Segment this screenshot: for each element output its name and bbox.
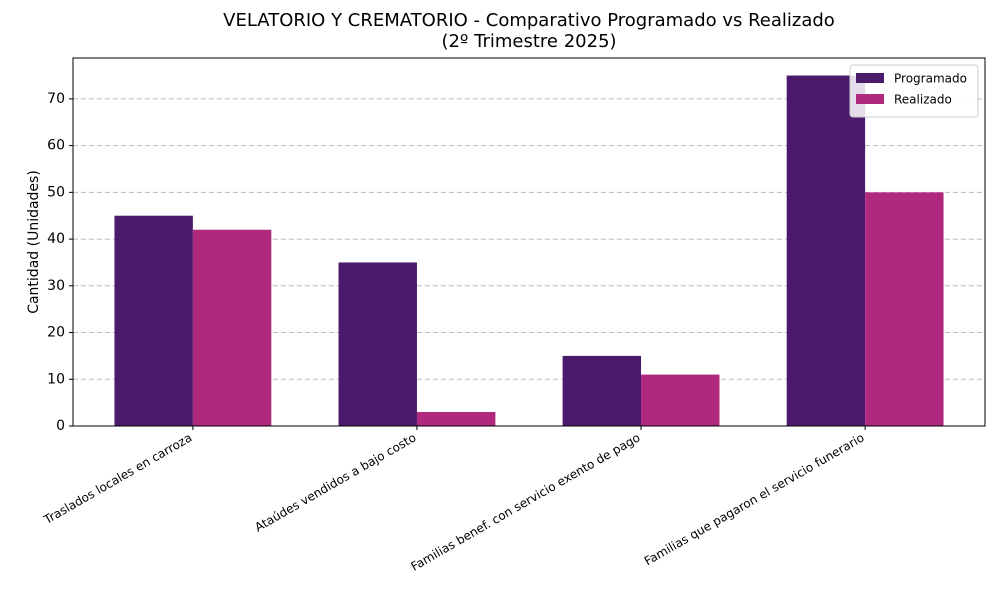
legend-label: Realizado <box>894 93 952 107</box>
bar <box>641 374 720 426</box>
bar <box>114 215 193 426</box>
y-tick-label: 0 <box>56 418 65 434</box>
x-tick-label: Traslados locales en carroza <box>41 430 195 527</box>
y-tick-label: 10 <box>47 371 65 387</box>
y-tick-label: 60 <box>47 138 65 154</box>
bar <box>338 262 417 426</box>
y-tick-label: 30 <box>47 278 65 294</box>
x-tick-label: Familias benef. con servicio exento de p… <box>408 430 642 573</box>
legend-label: Programado <box>894 72 967 86</box>
x-tick-label: Ataúdes vendidos a bajo costo <box>252 430 418 534</box>
legend-swatch <box>856 73 884 83</box>
bar <box>416 411 496 426</box>
plot-frame <box>72 57 986 427</box>
x-tick-label: Familias que pagaron el servicio funerar… <box>642 430 867 568</box>
bar <box>786 75 866 427</box>
chart-title: VELATORIO Y CREMATORIO - Comparativo Pro… <box>223 10 835 52</box>
bar <box>192 229 272 426</box>
y-axis-label: Cantidad (Unidades) <box>26 170 42 314</box>
y-tick-label: 20 <box>47 325 65 341</box>
y-tick-label: 70 <box>47 91 65 107</box>
bar <box>865 192 944 426</box>
legend-swatch <box>856 94 884 104</box>
y-tick-label: 50 <box>47 184 65 200</box>
bar <box>562 355 642 426</box>
y-tick-label: 40 <box>47 231 65 247</box>
